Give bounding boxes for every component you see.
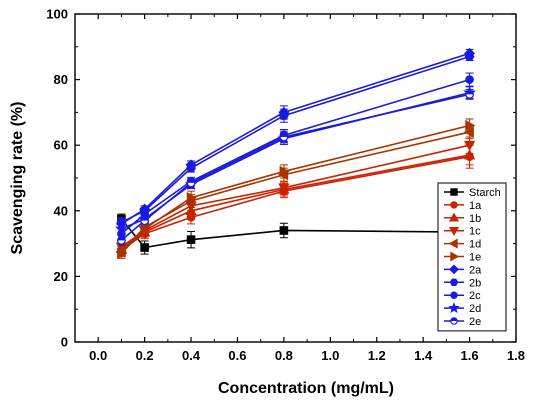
- series-2b: [116, 52, 475, 228]
- data-point: [465, 89, 474, 99]
- data-point: [279, 111, 289, 120]
- legend-item-2b: 2b: [444, 277, 481, 289]
- data-point: [186, 235, 196, 244]
- legend-label: 2e: [469, 316, 481, 328]
- x-tick-label: 1.4: [414, 348, 433, 363]
- series-1e: [117, 118, 476, 260]
- x-tick-label: 0.2: [136, 348, 154, 363]
- x-tick-label: 0.0: [89, 348, 107, 363]
- data-point: [186, 178, 196, 188]
- x-tick-label: 1.0: [321, 348, 339, 363]
- legend-item-1c: 1c: [444, 226, 481, 238]
- data-point: [140, 216, 150, 226]
- data-point: [463, 149, 476, 160]
- x-tick-label: 1.6: [461, 348, 479, 363]
- x-tick-label: 1.2: [368, 348, 386, 363]
- data-point: [117, 247, 128, 260]
- legend-item-starch: Starch: [444, 187, 501, 199]
- legend-label: 1d: [469, 239, 481, 251]
- series-2e: [117, 88, 474, 246]
- legend-marker: [448, 212, 460, 222]
- y-tick-label: 40: [54, 203, 68, 218]
- axes: 0 20 40 60 80 100 0.0 0.2 0.4 0.6 0.8 1.0 1.2 1.4 1.6 1…: [46, 7, 525, 364]
- legend-item-1a: 1a: [444, 200, 482, 212]
- legend-marker: [450, 201, 458, 209]
- data-point: [117, 235, 126, 245]
- legend-marker: [448, 238, 458, 249]
- data-point: [463, 140, 476, 152]
- legend-label: 1a: [469, 200, 482, 212]
- series-1d: [115, 125, 474, 258]
- legend-marker: [449, 278, 459, 287]
- series-2a: [115, 47, 476, 230]
- legend-marker: [450, 291, 458, 299]
- y-axis-title: Scavenging rate (%): [9, 102, 26, 255]
- data-point: [115, 222, 128, 235]
- y-tick-label: 20: [54, 269, 68, 284]
- data-point: [465, 119, 476, 132]
- data-point: [279, 165, 290, 178]
- legend-item-2c: 2c: [444, 290, 481, 302]
- x-tick-label: 1.8: [507, 348, 525, 363]
- legend-marker: [448, 302, 460, 313]
- y-tick-label: 80: [54, 72, 68, 87]
- legend-marker: [448, 227, 460, 236]
- legend-item-2a: 2a: [444, 264, 482, 276]
- x-axis-title: Concentration (mg/mL): [218, 380, 394, 397]
- data-point: [186, 163, 196, 173]
- y-tick-label: 100: [46, 7, 68, 22]
- data-point: [140, 223, 151, 235]
- x-tick-label: 0.6: [228, 348, 246, 363]
- x-tick-label: 0.8: [275, 348, 293, 363]
- legend-label: 2c: [469, 290, 481, 302]
- data-point: [279, 226, 289, 235]
- series-layer: [115, 47, 476, 260]
- data-point: [464, 52, 475, 61]
- legend-marker: [450, 188, 458, 196]
- data-point: [278, 183, 290, 194]
- y-tick-label: 0: [61, 335, 68, 350]
- legend-item-1d: 1d: [444, 238, 481, 251]
- legend-label: 2b: [469, 277, 481, 289]
- x-tick-label: 0.4: [182, 348, 201, 363]
- legend-marker: [450, 251, 460, 262]
- data-point: [465, 75, 474, 84]
- legend-label: 2d: [469, 303, 481, 315]
- legend-label: 1e: [469, 252, 481, 264]
- data-point: [279, 132, 289, 142]
- series-1c: [115, 136, 476, 253]
- legend-label: Starch: [469, 187, 501, 199]
- legend-marker: [449, 264, 459, 275]
- y-tick-label: 60: [54, 138, 68, 153]
- legend-item-2e: 2e: [444, 316, 481, 328]
- legend-item-1e: 1e: [444, 251, 481, 264]
- legend-label: 2a: [469, 264, 482, 276]
- legend-item-1b: 1b: [444, 212, 481, 225]
- legend-label: 1c: [469, 226, 481, 238]
- series-line-1d: [120, 131, 470, 253]
- data-point: [186, 192, 197, 204]
- legend-label: 1b: [469, 213, 481, 225]
- legend-item-2d: 2d: [444, 302, 481, 315]
- series-line-1a: [120, 155, 470, 251]
- data-point: [140, 243, 149, 252]
- legend-marker: [450, 317, 458, 325]
